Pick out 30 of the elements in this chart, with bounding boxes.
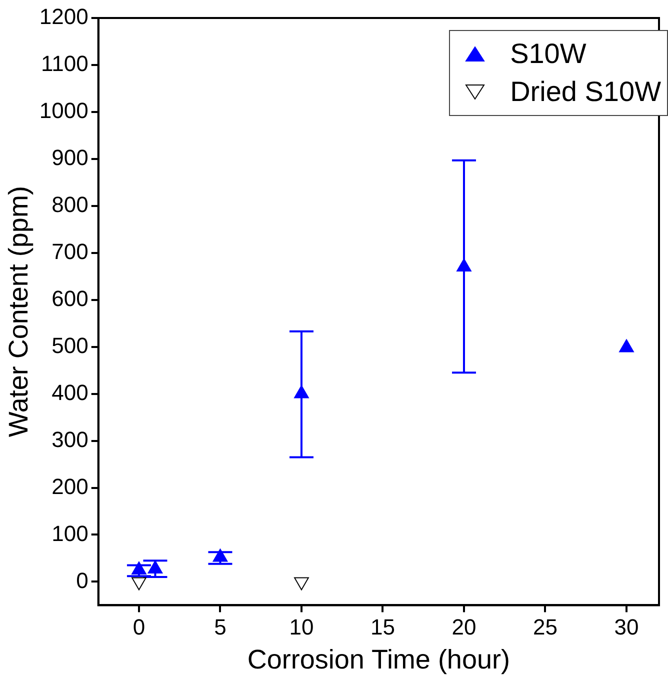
point: [132, 561, 146, 574]
x-axis-title: Corrosion Time (hour): [247, 644, 510, 674]
y-tick-label: 1200: [39, 4, 88, 30]
point: [148, 560, 163, 574]
y-tick-label: 100: [52, 520, 88, 546]
x-tick-label: 20: [452, 614, 476, 640]
y-tick-label: 1100: [41, 51, 88, 76]
y-tick-label: 300: [52, 426, 88, 452]
x-tick-label: 10: [289, 614, 314, 640]
x-tick-label: 30: [614, 614, 639, 640]
y-axis-title: Water Content (ppm): [4, 186, 34, 438]
y-tick-label: 200: [52, 474, 88, 499]
x-tick-label: 0: [132, 614, 146, 640]
y-tick-label: 800: [52, 192, 88, 217]
x-tick-label: 25: [533, 614, 558, 640]
y-tick-label: 1000: [39, 98, 88, 124]
y-tick-label: 400: [52, 380, 88, 405]
point: [212, 548, 228, 562]
y-tick-label: 600: [52, 286, 88, 311]
y-tick-label: 900: [52, 144, 88, 170]
point: [294, 385, 309, 398]
legend-label: Dried S10W: [510, 76, 661, 108]
y-tick-label: 500: [52, 332, 88, 358]
x-tick-label: 15: [370, 614, 395, 640]
point: [456, 258, 472, 272]
y-tick-label: 0: [76, 568, 88, 593]
point: [619, 339, 634, 352]
x-tick-label: 5: [214, 614, 226, 640]
legend-label: S10W: [510, 38, 586, 70]
y-tick-label: 700: [52, 238, 88, 264]
